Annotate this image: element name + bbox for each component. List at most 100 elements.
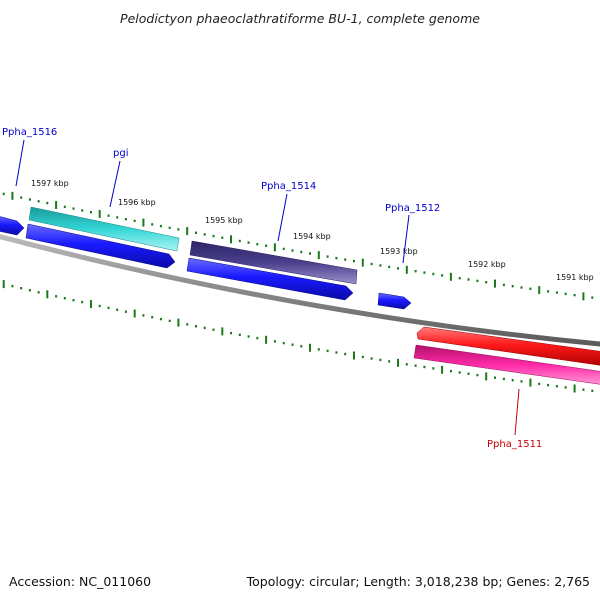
minor-tick	[520, 286, 523, 289]
minor-tick	[133, 219, 136, 223]
gene-label-ppha-1516[interactable]: Ppha_1516	[2, 127, 57, 138]
minor-tick	[247, 241, 250, 244]
minor-tick	[203, 233, 206, 236]
cds-pgi[interactable]	[28, 206, 180, 252]
major-tick	[90, 300, 92, 309]
minor-tick	[265, 244, 268, 247]
minor-tick	[379, 358, 382, 362]
minor-tick	[529, 287, 532, 290]
minor-tick	[273, 340, 276, 343]
cds-ppha-1510[interactable]	[413, 344, 600, 385]
major-tick	[186, 227, 189, 236]
minor-tick	[63, 205, 66, 208]
gene-label-ppha-1514[interactable]: Ppha_1514	[261, 181, 316, 192]
minor-tick	[124, 218, 127, 221]
minor-tick	[63, 297, 66, 300]
minor-tick	[494, 376, 496, 379]
major-tick	[529, 378, 532, 387]
minor-tick	[203, 326, 206, 330]
minor-tick	[238, 239, 241, 243]
minor-tick	[107, 306, 110, 310]
minor-tick	[467, 372, 470, 375]
minor-tick	[247, 335, 250, 338]
major-tick	[273, 243, 276, 252]
major-tick	[397, 358, 399, 367]
minor-tick	[326, 255, 329, 258]
minor-tick	[168, 319, 171, 323]
kbp-label: 1591 kbp	[556, 273, 594, 282]
major-tick	[538, 286, 541, 295]
minor-tick	[538, 382, 541, 386]
minor-tick	[547, 290, 550, 293]
major-tick	[317, 251, 320, 260]
major-tick	[2, 280, 5, 289]
cds-ppha-1514[interactable]	[189, 240, 358, 285]
kbp-label: 1597 kbp	[31, 179, 69, 188]
minor-tick	[502, 283, 505, 287]
minor-tick	[282, 341, 285, 345]
major-tick	[405, 265, 408, 274]
minor-tick	[335, 351, 338, 354]
major-tick	[441, 365, 444, 374]
gene-label-ppha-1511[interactable]: Ppha_1511	[487, 439, 542, 450]
leader-line	[109, 160, 121, 208]
major-tick	[133, 309, 136, 318]
cds-ppha-1515[interactable]	[25, 223, 176, 269]
map-title: Pelodictyon phaeoclathratiforme BU-1, co…	[120, 11, 480, 26]
major-tick	[573, 384, 576, 393]
minor-tick	[309, 252, 311, 255]
major-tick	[98, 209, 101, 218]
minor-tick	[344, 258, 347, 261]
kbp-label: 1594 kbp	[293, 232, 331, 241]
major-tick	[582, 292, 585, 301]
inner-tick-row	[2, 280, 594, 393]
minor-tick	[37, 200, 40, 203]
minor-tick	[379, 264, 382, 267]
gene-label-pgi[interactable]: pgi	[113, 148, 128, 159]
minor-tick	[335, 256, 338, 260]
minor-tick	[28, 198, 31, 201]
minor-tick	[388, 265, 391, 269]
minor-tick	[502, 377, 505, 381]
minor-tick	[282, 247, 285, 251]
major-tick	[449, 272, 452, 281]
outer-tick-row	[2, 191, 594, 301]
cds-ppha-1513[interactable]	[186, 257, 354, 301]
minor-tick	[476, 279, 479, 283]
major-tick	[309, 343, 311, 352]
minor-tick	[186, 323, 189, 326]
minor-tick	[511, 285, 514, 288]
minor-tick	[2, 192, 5, 196]
minor-tick	[159, 317, 162, 321]
minor-tick	[46, 201, 49, 205]
minor-tick	[344, 352, 347, 356]
kbp-label: 1593 kbp	[380, 247, 418, 256]
minor-tick	[72, 299, 75, 302]
minor-tick	[423, 271, 426, 274]
kbp-label: 1595 kbp	[205, 216, 243, 225]
minor-tick	[212, 328, 215, 331]
cds-ppha-1511[interactable]	[416, 326, 600, 366]
minor-tick	[458, 371, 461, 374]
minor-tick	[142, 314, 145, 317]
major-tick	[11, 191, 14, 200]
cds-ppha-1512[interactable]	[377, 292, 412, 310]
minor-tick	[37, 291, 40, 294]
minor-tick	[55, 295, 58, 298]
minor-tick	[291, 249, 294, 252]
major-tick	[55, 201, 58, 209]
kbp-label: 1596 kbp	[118, 198, 156, 207]
minor-tick	[432, 272, 435, 276]
major-tick	[485, 372, 488, 381]
minor-tick	[256, 243, 259, 246]
minor-tick	[177, 228, 180, 231]
minor-tick	[423, 365, 426, 369]
cds-left-edge[interactable]	[0, 216, 25, 236]
minor-tick	[20, 196, 23, 199]
gene-label-ppha-1512[interactable]: Ppha_1512	[385, 203, 440, 214]
minor-tick	[81, 300, 84, 304]
minor-tick	[397, 267, 399, 270]
minor-tick	[573, 293, 576, 297]
genome-backbone	[0, 234, 600, 347]
